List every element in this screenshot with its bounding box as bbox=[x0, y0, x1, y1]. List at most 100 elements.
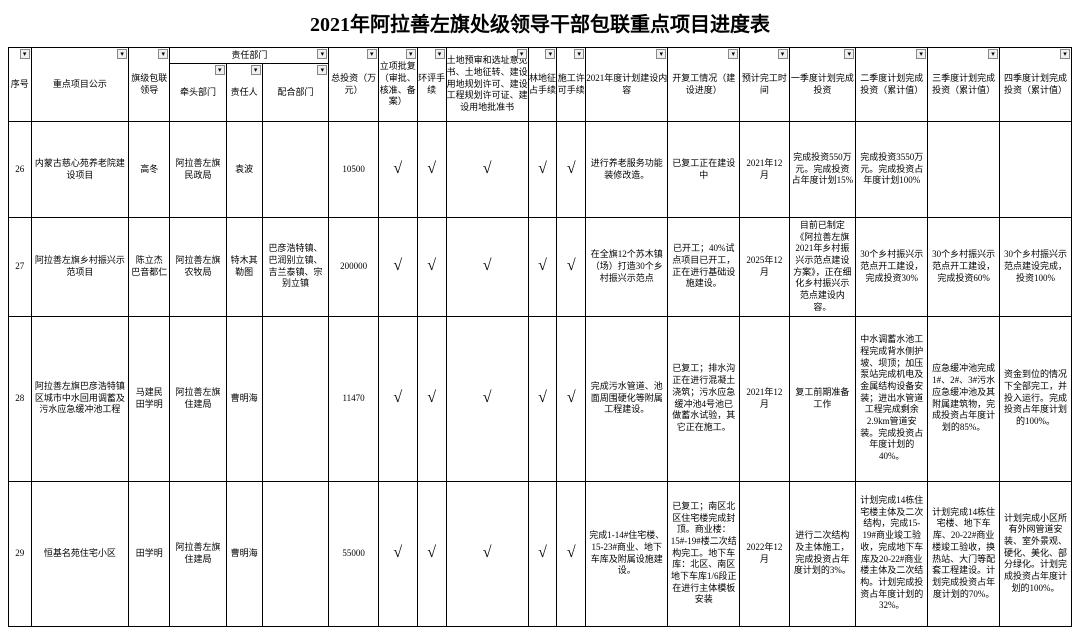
cell-total-invest: 10500 bbox=[329, 122, 378, 218]
cell-forest: √ bbox=[528, 218, 557, 317]
cell-eia: √ bbox=[417, 481, 446, 626]
filter-dropdown-icon[interactable] bbox=[517, 49, 527, 59]
project-progress-table: 序号 重点项目公示 旗级包联领导 责任部门 总投资（万元） 立项批复（审批、核准… bbox=[8, 47, 1072, 627]
cell-approval: √ bbox=[378, 122, 417, 218]
cell-q1: 目前已制定《阿拉善左旗2021年乡村振兴示范点建设方案》，正在细化乡村振兴示范点… bbox=[789, 218, 856, 317]
cell-eia: √ bbox=[417, 122, 446, 218]
cell-q3: 应急缓冲池完成1#、2#、3#污水应急缓冲池及其附属建筑物，完成投资占年度计划的… bbox=[928, 316, 1000, 481]
header-label: 施工许可手续 bbox=[558, 73, 585, 95]
cell-q3: 计划完成14栋住宅楼、地下车库、20-22#商业楼竣工验收，换热站、大门等配套工… bbox=[928, 481, 1000, 626]
checkmark-icon: √ bbox=[427, 544, 436, 561]
checkmark-icon: √ bbox=[567, 544, 576, 561]
filter-dropdown-icon[interactable] bbox=[988, 49, 998, 59]
col-plan-content[interactable]: 2021年度计划建设内容 bbox=[586, 48, 668, 122]
cell-q1: 完成投资550万元。完成投资占年度计划15% bbox=[789, 122, 856, 218]
header-label: 牵头部门 bbox=[180, 87, 216, 97]
filter-dropdown-icon[interactable] bbox=[215, 65, 225, 75]
cell-q1: 进行二次结构及主体施工，完成投资占年度计划的3%。 bbox=[789, 481, 856, 626]
col-total-invest[interactable]: 总投资（万元） bbox=[329, 48, 378, 122]
cell-exp-complete: 2025年12月 bbox=[740, 218, 789, 317]
cell-flag-leader: 高冬 bbox=[129, 122, 170, 218]
cell-lead-dept: 阿拉善左旗住建局 bbox=[170, 481, 226, 626]
table-row: 27阿拉善左旗乡村振兴示范项目陈立杰 巴音都仁阿拉善左旗农牧局特木其勒图巴彦浩特… bbox=[9, 218, 1072, 317]
filter-dropdown-icon[interactable] bbox=[545, 49, 555, 59]
cell-approval: √ bbox=[378, 218, 417, 317]
cell-exp-complete: 2021年12月 bbox=[740, 122, 789, 218]
col-start-status[interactable]: 开复工情况（建设进度） bbox=[668, 48, 740, 122]
filter-dropdown-icon[interactable] bbox=[317, 65, 327, 75]
checkmark-icon: √ bbox=[538, 544, 547, 561]
col-resp-person[interactable]: 责任人 bbox=[226, 64, 262, 122]
filter-dropdown-icon[interactable] bbox=[20, 49, 30, 59]
col-q1[interactable]: 一季度计划完成投资 bbox=[789, 48, 856, 122]
cell-q4: 资金到位的情况下全部完工，并投入运行。完成投资占年度计划的100%。 bbox=[1000, 316, 1072, 481]
cell-seq: 28 bbox=[9, 316, 32, 481]
filter-dropdown-icon[interactable] bbox=[367, 49, 377, 59]
cell-start-status: 已复工；南区北区住宅楼完成封顶。商业楼：15#-19#楼二次结构完工。地下车库：… bbox=[668, 481, 740, 626]
cell-resp-person: 袁波 bbox=[226, 122, 262, 218]
cell-land: √ bbox=[446, 122, 528, 218]
filter-dropdown-icon[interactable] bbox=[117, 49, 127, 59]
cell-forest: √ bbox=[528, 316, 557, 481]
table-row: 29恒基名苑住宅小区田学明阿拉善左旗住建局曹明海55000√√√√√完成1-14… bbox=[9, 481, 1072, 626]
filter-dropdown-icon[interactable] bbox=[251, 65, 261, 75]
cell-forest: √ bbox=[528, 122, 557, 218]
cell-plan-content: 完成1-14#住宅楼、15-23#商业、地下车库及附属设施建设。 bbox=[586, 481, 668, 626]
header-label: 总投资（万元） bbox=[331, 73, 376, 95]
checkmark-icon: √ bbox=[393, 544, 402, 561]
checkmark-icon: √ bbox=[567, 160, 576, 177]
cell-construct: √ bbox=[557, 316, 586, 481]
cell-resp-person: 曹明海 bbox=[226, 481, 262, 626]
cell-q4: 计划完成小区所有外网管道安装、室外景观、硬化、美化、部分绿化。计划完成投资占年度… bbox=[1000, 481, 1072, 626]
filter-dropdown-icon[interactable] bbox=[158, 49, 168, 59]
cell-land: √ bbox=[446, 218, 528, 317]
cell-lead-dept: 阿拉善左旗农牧局 bbox=[170, 218, 226, 317]
cell-approval: √ bbox=[378, 316, 417, 481]
filter-dropdown-icon[interactable] bbox=[406, 49, 416, 59]
col-construct[interactable]: 施工许可手续 bbox=[557, 48, 586, 122]
col-coop-dept[interactable]: 配合部门 bbox=[262, 64, 329, 122]
cell-q3: 30个乡村振兴示范点开工建设，完成投资60% bbox=[928, 218, 1000, 317]
filter-dropdown-icon[interactable] bbox=[435, 49, 445, 59]
cell-coop-dept: 巴彦浩特镇、巴润别立镇、吉兰泰镇、宗别立镇 bbox=[262, 218, 329, 317]
filter-dropdown-icon[interactable] bbox=[317, 49, 327, 59]
filter-dropdown-icon[interactable] bbox=[1060, 49, 1070, 59]
checkmark-icon: √ bbox=[393, 257, 402, 274]
header-label: 二季度计划完成投资（累计值） bbox=[860, 73, 923, 95]
checkmark-icon: √ bbox=[427, 389, 436, 406]
col-resp-group[interactable]: 责任部门 bbox=[170, 48, 329, 64]
filter-dropdown-icon[interactable] bbox=[916, 49, 926, 59]
filter-dropdown-icon[interactable] bbox=[728, 49, 738, 59]
col-q3[interactable]: 三季度计划完成投资（累计值） bbox=[928, 48, 1000, 122]
col-q2[interactable]: 二季度计划完成投资（累计值） bbox=[856, 48, 928, 122]
col-project[interactable]: 重点项目公示 bbox=[31, 48, 129, 122]
col-land[interactable]: 土地预审和选址意见书、土地征转、建设用地规划许可、建设工程规划许可证、建设用地批… bbox=[446, 48, 528, 122]
table-row: 28阿拉善左旗巴彦浩特镇区城市中水回用调蓄及污水应急缓冲池工程马建民 田学明阿拉… bbox=[9, 316, 1072, 481]
filter-dropdown-icon[interactable] bbox=[656, 49, 666, 59]
col-seq[interactable]: 序号 bbox=[9, 48, 32, 122]
col-q4[interactable]: 四季度计划完成投资（累计值） bbox=[1000, 48, 1072, 122]
cell-coop-dept bbox=[262, 122, 329, 218]
col-lead-dept[interactable]: 牵头部门 bbox=[170, 64, 226, 122]
col-exp-complete[interactable]: 预计完工时间 bbox=[740, 48, 789, 122]
cell-plan-content: 在全旗12个苏木镇（场）打造30个乡村振兴示范点 bbox=[586, 218, 668, 317]
filter-dropdown-icon[interactable] bbox=[778, 49, 788, 59]
checkmark-icon: √ bbox=[483, 544, 492, 561]
cell-land: √ bbox=[446, 481, 528, 626]
col-eia[interactable]: 环评手续 bbox=[417, 48, 446, 122]
page-title: 2021年阿拉善左旗处级领导干部包联重点项目进度表 bbox=[8, 8, 1072, 37]
filter-dropdown-icon[interactable] bbox=[844, 49, 854, 59]
col-forest[interactable]: 林地征占手续 bbox=[528, 48, 557, 122]
cell-project: 阿拉善左旗乡村振兴示范项目 bbox=[31, 218, 129, 317]
table-row: 26内蒙古慈心苑养老院建设项目高冬阿拉善左旗民政局袁波10500√√√√√进行养… bbox=[9, 122, 1072, 218]
cell-project: 阿拉善左旗巴彦浩特镇区城市中水回用调蓄及污水应急缓冲池工程 bbox=[31, 316, 129, 481]
header-label: 开复工情况（建设进度） bbox=[672, 73, 735, 95]
col-flag-leader[interactable]: 旗级包联领导 bbox=[129, 48, 170, 122]
cell-approval: √ bbox=[378, 481, 417, 626]
cell-total-invest: 55000 bbox=[329, 481, 378, 626]
header-label: 责任部门 bbox=[231, 50, 267, 60]
cell-start-status: 已复工；排水沟正在进行混凝土浇筑；污水应急缓冲池4号池已做蓄水试验，其它正在施工… bbox=[668, 316, 740, 481]
col-approval[interactable]: 立项批复（审批、核准、备案） bbox=[378, 48, 417, 122]
filter-dropdown-icon[interactable] bbox=[574, 49, 584, 59]
cell-q2: 计划完成14栋住宅楼主体及二次结构，完成15-19#商业竣工验收，完成地下车库及… bbox=[856, 481, 928, 626]
